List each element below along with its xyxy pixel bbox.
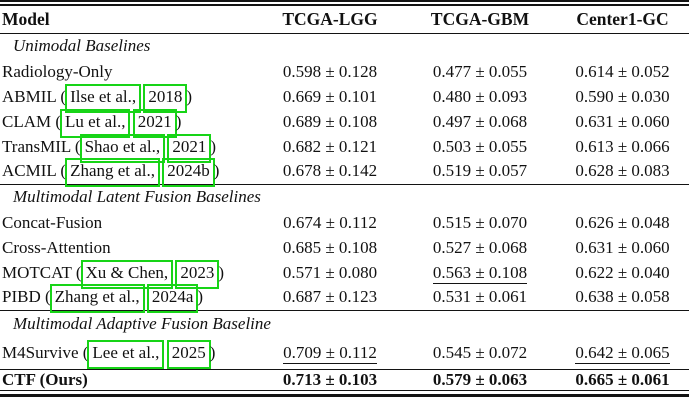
model-name-text: PIBD ( bbox=[2, 287, 51, 307]
section-heading-label: Unimodal Baselines bbox=[13, 36, 151, 56]
value-cell-best: 0.579 ± 0.063 bbox=[432, 369, 528, 389]
citation-author-link[interactable]: Ilse et al., bbox=[65, 83, 142, 113]
model-label: TransMIL (Shao et al., 2021) bbox=[0, 133, 256, 163]
value-cell: 0.527 ± 0.068 bbox=[432, 237, 528, 257]
citation-year-link[interactable]: 2021 bbox=[132, 108, 177, 138]
model-label: CTF (Ours) bbox=[2, 369, 88, 389]
model-name-text: M4Survive ( bbox=[2, 342, 89, 362]
model-name-text: MOTCAT ( bbox=[2, 262, 82, 282]
table-row-motcat: MOTCAT (Xu & Chen, 2023) 0.571 ± 0.080 0… bbox=[0, 259, 689, 289]
value-cell: 0.515 ± 0.070 bbox=[432, 212, 528, 232]
citation-author-link[interactable]: Shao et al., bbox=[79, 133, 166, 163]
close-paren-text: ) bbox=[209, 342, 216, 362]
value-cell: 0.571 ± 0.080 bbox=[282, 262, 378, 282]
value-cell: 0.674 ± 0.112 bbox=[283, 212, 377, 232]
close-paren-text: ) bbox=[197, 287, 204, 307]
value-cell: 0.689 ± 0.108 bbox=[282, 111, 378, 131]
section-heading-label: Multimodal Latent Fusion Baselines bbox=[13, 187, 261, 207]
table-row-m4survive: M4Survive (Lee et al., 2025) 0.709 ± 0.1… bbox=[0, 337, 689, 369]
close-paren-text: ) bbox=[218, 262, 225, 282]
close-paren-text: ) bbox=[186, 86, 193, 106]
header-model: Model bbox=[2, 8, 50, 29]
value-cell-best: 0.665 ± 0.061 bbox=[575, 369, 670, 389]
model-label: Cross-Attention bbox=[2, 237, 111, 257]
value-cell: 0.631 ± 0.060 bbox=[575, 237, 670, 257]
value-cell: 0.682 ± 0.121 bbox=[282, 136, 378, 156]
close-paren-text: ) bbox=[175, 111, 182, 131]
value-cell-best: 0.713 ± 0.103 bbox=[282, 369, 378, 389]
table-row-transmil: TransMIL (Shao et al., 2021) 0.682 ± 0.1… bbox=[0, 133, 689, 163]
model-label: ACMIL (Zhang et al., 2024b) bbox=[0, 158, 256, 188]
value-cell: 0.622 ± 0.040 bbox=[575, 262, 670, 282]
table-row-radiology-only: Radiology-Only 0.598 ± 0.128 0.477 ± 0.0… bbox=[0, 59, 689, 84]
model-label: PIBD (Zhang et al., 2024a) bbox=[0, 284, 256, 314]
header-center1-gc: Center1-GC bbox=[576, 8, 669, 29]
value-cell-second-best: 0.642 ± 0.065 bbox=[575, 342, 670, 364]
value-cell: 0.503 ± 0.055 bbox=[432, 136, 528, 156]
model-name-text: TransMIL ( bbox=[2, 136, 81, 156]
citation-year-link[interactable]: 2025 bbox=[166, 339, 211, 369]
value-cell: 0.678 ± 0.142 bbox=[282, 161, 378, 181]
table-row-pibd: PIBD (Zhang et al., 2024a) 0.687 ± 0.123… bbox=[0, 284, 689, 314]
value-cell: 0.531 ± 0.061 bbox=[432, 287, 528, 307]
model-label: Concat-Fusion bbox=[2, 212, 103, 232]
section-heading-label: Multimodal Adaptive Fusion Baseline bbox=[13, 313, 271, 333]
table-header-row: Model TCGA-LGG TCGA-GBM Center1-GC bbox=[0, 6, 689, 33]
model-label: ABMIL (Ilse et al., 2018) bbox=[0, 83, 256, 113]
value-cell: 0.631 ± 0.060 bbox=[575, 111, 670, 131]
value-cell: 0.519 ± 0.057 bbox=[432, 161, 528, 181]
table-row-concat-fusion: Concat-Fusion 0.674 ± 0.112 0.515 ± 0.07… bbox=[0, 210, 689, 235]
value-cell: 0.477 ± 0.055 bbox=[432, 61, 528, 81]
model-name-text: ABMIL ( bbox=[2, 86, 67, 106]
citation-year-link[interactable]: 2024a bbox=[146, 284, 199, 314]
value-cell: 0.598 ± 0.128 bbox=[282, 61, 378, 81]
model-label: M4Survive (Lee et al., 2025) bbox=[0, 337, 256, 369]
model-label: Radiology-Only bbox=[2, 61, 113, 81]
close-paren-text: ) bbox=[210, 136, 217, 156]
citation-year-link[interactable]: 2023 bbox=[175, 259, 220, 289]
citation-author-link[interactable]: Zhang et al., bbox=[65, 158, 161, 188]
table-row-ctf-ours: CTF (Ours) 0.713 ± 0.103 0.579 ± 0.063 0… bbox=[0, 369, 689, 390]
results-table: Model TCGA-LGG TCGA-GBM Center1-GC Unimo… bbox=[0, 6, 689, 390]
section-heading-adaptive-fusion: Multimodal Adaptive Fusion Baseline bbox=[0, 310, 689, 337]
value-cell: 0.480 ± 0.093 bbox=[432, 86, 528, 106]
close-paren-text: ) bbox=[213, 161, 220, 181]
table-row-clam: CLAM (Lu et al., 2021) 0.689 ± 0.108 0.4… bbox=[0, 108, 689, 138]
value-cell: 0.497 ± 0.068 bbox=[432, 111, 528, 131]
header-tcga-gbm: TCGA-GBM bbox=[430, 8, 530, 29]
value-cell: 0.685 ± 0.108 bbox=[282, 237, 378, 257]
citation-year-link[interactable]: 2021 bbox=[167, 133, 212, 163]
section-heading-latent-fusion: Multimodal Latent Fusion Baselines bbox=[0, 184, 689, 210]
model-name-text: ACMIL ( bbox=[2, 161, 67, 181]
value-cell: 0.626 ± 0.048 bbox=[575, 212, 670, 232]
table-top-rule bbox=[0, 0, 689, 6]
value-cell: 0.613 ± 0.066 bbox=[575, 136, 670, 156]
model-label: MOTCAT (Xu & Chen, 2023) bbox=[0, 259, 256, 289]
value-cell: 0.669 ± 0.101 bbox=[282, 86, 378, 106]
citation-author-link[interactable]: Lu et al., bbox=[60, 108, 131, 138]
model-name-text: CLAM ( bbox=[2, 111, 62, 131]
header-tcga-lgg: TCGA-LGG bbox=[282, 8, 378, 29]
value-cell-second-best: 0.709 ± 0.112 bbox=[283, 342, 377, 364]
table-row-acmil: ACMIL (Zhang et al., 2024b) 0.678 ± 0.14… bbox=[0, 158, 689, 188]
citation-author-link[interactable]: Lee et al., bbox=[87, 339, 165, 369]
table-bottom-rule bbox=[0, 390, 689, 397]
value-cell: 0.614 ± 0.052 bbox=[575, 61, 670, 81]
value-cell: 0.590 ± 0.030 bbox=[575, 86, 670, 106]
table-row-abmil: ABMIL (Ilse et al., 2018) 0.669 ± 0.101 … bbox=[0, 83, 689, 113]
value-cell: 0.687 ± 0.123 bbox=[282, 287, 378, 307]
model-label: CLAM (Lu et al., 2021) bbox=[0, 108, 256, 138]
value-cell: 0.628 ± 0.083 bbox=[575, 161, 670, 181]
value-cell: 0.545 ± 0.072 bbox=[432, 342, 528, 362]
value-cell-second-best: 0.563 ± 0.108 bbox=[432, 262, 528, 284]
citation-author-link[interactable]: Xu & Chen, bbox=[80, 259, 174, 289]
citation-author-link[interactable]: Zhang et al., bbox=[49, 284, 145, 314]
value-cell: 0.638 ± 0.058 bbox=[575, 287, 670, 307]
citation-year-link[interactable]: 2018 bbox=[143, 83, 188, 113]
citation-year-link[interactable]: 2024b bbox=[162, 158, 215, 188]
section-heading-unimodal: Unimodal Baselines bbox=[0, 33, 689, 59]
table-row-cross-attention: Cross-Attention 0.685 ± 0.108 0.527 ± 0.… bbox=[0, 235, 689, 260]
